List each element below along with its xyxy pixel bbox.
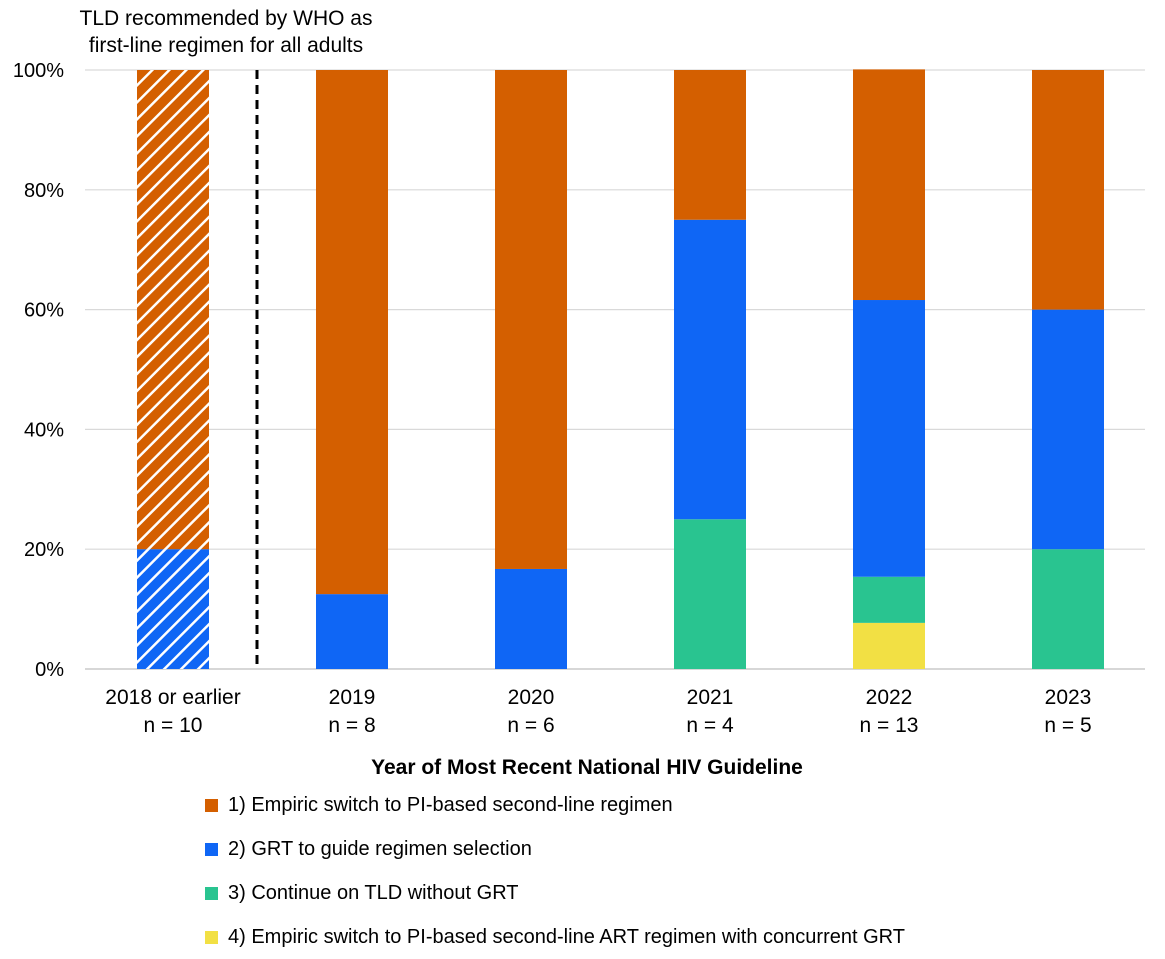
y-tick-label: 60% [24, 300, 64, 322]
x-axis-title: Year of Most Recent National HIV Guideli… [371, 756, 803, 779]
x-tick-count: n = 8 [328, 714, 375, 737]
bar-segment [853, 300, 925, 577]
legend-item: 1) Empiric switch to PI-based second-lin… [205, 783, 905, 827]
bar-segment [674, 219, 746, 520]
x-tick-label: 2020 [508, 686, 555, 709]
y-tick-label: 0% [35, 659, 64, 681]
y-tick-label: 40% [24, 419, 64, 441]
y-axis: 0% 20% 40% 60% 80% 100% [13, 60, 64, 681]
x-tick-label: 2018 or earlier [105, 686, 240, 709]
legend-swatch [205, 930, 218, 944]
bar-segment [674, 70, 746, 220]
bar-segment [316, 594, 388, 669]
legend-swatch [205, 886, 218, 900]
bar-segment [853, 622, 925, 669]
y-tick-label: 20% [24, 539, 64, 561]
bar-segment [1032, 70, 1104, 310]
legend-swatch [205, 798, 218, 812]
bar-segment [137, 70, 209, 550]
legend-label: 3) Continue on TLD without GRT [228, 881, 519, 904]
x-tick-label: 2022 [866, 686, 913, 709]
legend-swatch [205, 842, 218, 856]
y-tick-label: 100% [13, 60, 64, 82]
x-tick-label: 2019 [329, 686, 376, 709]
annotation-text: first-line regimen for all adults [89, 34, 363, 57]
x-tick-label: 2023 [1045, 686, 1092, 709]
x-tick-label: 2021 [687, 686, 734, 709]
bar-segment [137, 549, 209, 669]
bar-segment [495, 70, 567, 569]
stacked-bar-chart: 0% 20% 40% 60% 80% 100% 2018 or earlier n = 10… [13, 7, 1145, 779]
x-tick-count: n = 10 [144, 714, 203, 737]
bar-segment [495, 568, 567, 669]
annotation: TLD recommended by WHO as first-line regi… [80, 7, 373, 669]
legend-label: 4) Empiric switch to PI-based second-lin… [228, 925, 905, 948]
x-tick-count: n = 4 [686, 714, 734, 737]
legend-label: 1) Empiric switch to PI-based second-lin… [228, 793, 673, 816]
y-tick-label: 80% [24, 180, 64, 202]
gridlines [85, 69, 1145, 670]
legend-item: 3) Continue on TLD without GRT [205, 871, 905, 915]
bar-segment [1032, 309, 1104, 550]
x-tick-count: n = 13 [860, 714, 919, 737]
bar-segment [1032, 549, 1104, 669]
annotation-text: TLD recommended by WHO as [80, 7, 373, 30]
x-tick-count: n = 6 [507, 714, 554, 737]
legend-label: 2) GRT to guide regimen selection [228, 837, 532, 860]
bar-segment [316, 70, 388, 595]
bar-segment [674, 519, 746, 669]
x-tick-count: n = 5 [1044, 714, 1091, 737]
bars [137, 69, 1104, 669]
x-axis: 2018 or earlier n = 10 2019 n = 8 2020 n = 6 2… [105, 686, 1091, 737]
bar-segment [853, 576, 925, 623]
legend: 1) Empiric switch to PI-based second-lin… [205, 783, 905, 959]
bar-segment [853, 69, 925, 301]
legend-item: 4) Empiric switch to PI-based second-lin… [205, 915, 905, 959]
legend-item: 2) GRT to guide regimen selection [205, 827, 905, 871]
